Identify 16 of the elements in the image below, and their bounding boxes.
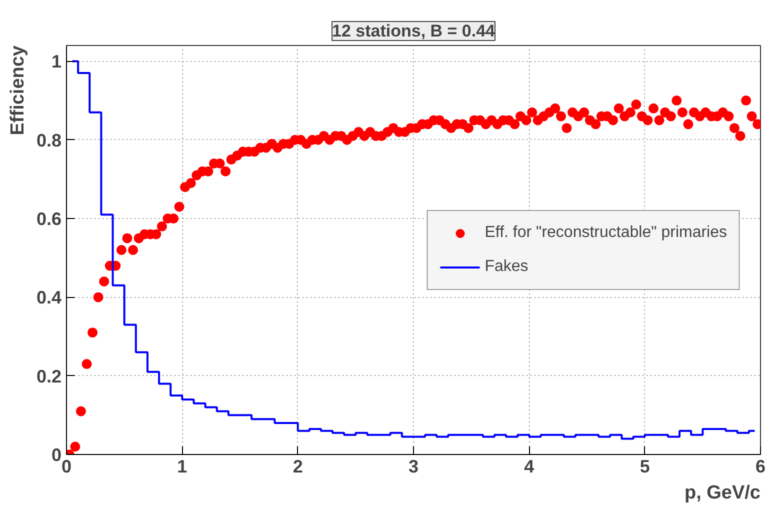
- x-axis-title: p, GeV/c: [684, 482, 761, 504]
- x-tick-label: 5: [640, 456, 650, 476]
- y-tick-label: 1: [51, 52, 62, 72]
- y-tick-label: 0.4: [36, 288, 62, 308]
- legend-label: Eff. for "reconstructable" primaries: [484, 224, 727, 242]
- legend-label: Fakes: [484, 258, 528, 276]
- x-tick-label: 2: [292, 456, 303, 476]
- chart-title: 12 stations, B = 0.44: [332, 22, 496, 40]
- x-tick-label: 3: [408, 456, 419, 476]
- y-tick-label: 0.6: [36, 209, 62, 230]
- x-tick-label: 1: [177, 456, 188, 476]
- x-tick-label: 4: [524, 456, 534, 476]
- y-tick-label: 0.2: [36, 366, 62, 386]
- y-axis-title: Efficiency: [8, 45, 28, 136]
- x-tick-label: 6: [755, 456, 766, 476]
- y-tick-label: 0.8: [36, 130, 62, 150]
